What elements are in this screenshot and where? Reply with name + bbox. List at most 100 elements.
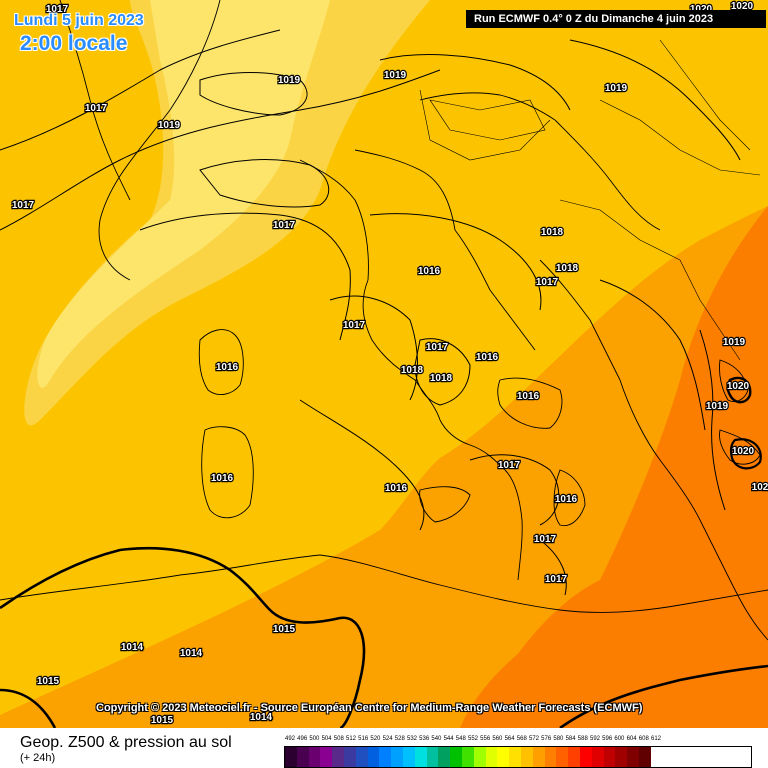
legend-swatch — [438, 747, 451, 767]
legend-value: 572 — [528, 736, 539, 742]
lead-time: (+ 24h) — [20, 752, 56, 764]
legend-swatch — [544, 747, 557, 767]
forecast-map: 1017 1017 1019 1017 1019 1019 1019 1020 … — [0, 0, 768, 728]
pressure-label: 1017 — [46, 4, 69, 15]
low-1020-ring — [726, 376, 752, 404]
legend-value: 576 — [541, 736, 552, 742]
pressure-label: 1019 — [278, 75, 301, 86]
footer-bar: Geop. Z500 & pression au sol (+ 24h) 492… — [0, 728, 768, 768]
pressure-label: 1015 — [151, 715, 174, 726]
legend-swatch — [308, 747, 321, 767]
legend-swatch — [509, 747, 521, 767]
legend-swatch — [379, 747, 392, 767]
legend-value: 520 — [370, 736, 381, 742]
legend-value: 516 — [358, 736, 369, 742]
legend-value: 584 — [565, 736, 576, 742]
copyright-notice: Copyright © 2023 Meteociel.fr - Source E… — [96, 702, 643, 714]
legend-value: 532 — [406, 736, 417, 742]
pressure-label: 1017 — [343, 320, 366, 331]
pressure-labels: 1017 1017 1019 1017 1019 1019 1019 1020 … — [11, 0, 768, 727]
pressure-label: 1018 — [556, 263, 579, 274]
legend-swatch — [367, 747, 380, 767]
legend-swatch — [343, 747, 356, 767]
legend-swatch — [579, 747, 592, 767]
pressure-label: 1017 — [498, 460, 521, 471]
pressure-label: 1014 — [121, 642, 144, 653]
legend-swatch — [485, 747, 498, 767]
pressure-label: 1019 — [384, 70, 407, 81]
legend-value: 512 — [345, 736, 356, 742]
legend-swatch — [520, 747, 533, 767]
legend-swatch — [414, 747, 427, 767]
legend-swatch — [355, 747, 368, 767]
legend-swatch — [638, 747, 651, 767]
legend-value: 600 — [614, 736, 625, 742]
forecast-local-time: 2:00 locale — [20, 32, 128, 55]
pressure-label: 1016 — [418, 266, 441, 277]
legend-value: 556 — [480, 736, 491, 742]
legend-swatch — [332, 747, 344, 767]
legend-value: 548 — [455, 736, 466, 742]
pressure-label: 1017 — [12, 200, 35, 211]
legend-swatch — [285, 747, 297, 767]
forecast-date: Lundi 5 juin 2023 — [14, 12, 144, 29]
color-legend: 492 496 500 504 508 512 516 520 524 528 532 536 540 5… — [284, 736, 752, 768]
pressure-label: 1015 — [37, 676, 60, 687]
legend-bar — [284, 746, 752, 768]
legend-swatch — [320, 747, 333, 767]
legend-swatch — [473, 747, 486, 767]
legend-value: 508 — [333, 736, 344, 742]
run-info-banner: Run ECMWF 0.4° 0 Z du Dimanche 4 juin 20… — [466, 10, 766, 28]
legend-value: 592 — [589, 736, 600, 742]
band-568 — [37, 0, 330, 388]
pressure-label: 1020 — [731, 1, 754, 12]
isobars — [0, 29, 741, 596]
legend-value: 580 — [553, 736, 564, 742]
legend-swatch — [532, 747, 545, 767]
legend-swatch — [450, 747, 462, 767]
pressure-label: 1017 — [273, 220, 296, 231]
isobar-1015 — [0, 546, 366, 728]
legend-value: 604 — [626, 736, 637, 742]
legend-value: 544 — [443, 736, 454, 742]
pressure-label: 1014 — [180, 648, 203, 659]
field-title: Geop. Z500 & pression au sol — [20, 734, 232, 751]
legend-swatch — [461, 747, 474, 767]
legend-value: 552 — [467, 736, 478, 742]
isobar-1015-east — [559, 664, 768, 728]
pressure-label: 1016 — [555, 494, 578, 505]
legend-value: 608 — [638, 736, 649, 742]
legend-swatch — [591, 747, 604, 767]
pressure-label: 1016 — [476, 352, 499, 363]
legend-swatch — [391, 747, 403, 767]
legend-swatch — [568, 747, 580, 767]
pressure-label: 1018 — [541, 227, 564, 238]
legend-swatch — [556, 747, 569, 767]
legend-value: 560 — [492, 736, 503, 742]
legend-value: 504 — [321, 736, 332, 742]
legend-value: 564 — [504, 736, 515, 742]
legend-swatch — [296, 747, 309, 767]
legend-swatch — [627, 747, 639, 767]
pressure-label: 1016 — [385, 483, 408, 494]
legend-swatch — [402, 747, 415, 767]
pressure-label: 102 — [752, 482, 768, 493]
pressure-label: 1016 — [216, 362, 239, 373]
pressure-label: 1018 — [401, 365, 424, 376]
pressure-label: 1019 — [706, 401, 729, 412]
legend-value: 528 — [394, 736, 405, 742]
legend-value: 588 — [577, 736, 588, 742]
pressure-label: 1019 — [158, 120, 181, 131]
pressure-label: 1017 — [545, 574, 568, 585]
band-584-south — [460, 581, 768, 728]
legend-value: 496 — [297, 736, 308, 742]
pressure-label: 1017 — [536, 277, 559, 288]
legend-value: 612 — [650, 736, 661, 742]
pressure-label: 1017 — [85, 103, 108, 114]
coastlines — [0, 0, 768, 641]
pressure-label: 1014 — [250, 712, 273, 723]
legend-value: 492 — [284, 736, 295, 742]
borders — [419, 39, 761, 361]
legend-value: 568 — [516, 736, 527, 742]
legend-value: 596 — [602, 736, 613, 742]
